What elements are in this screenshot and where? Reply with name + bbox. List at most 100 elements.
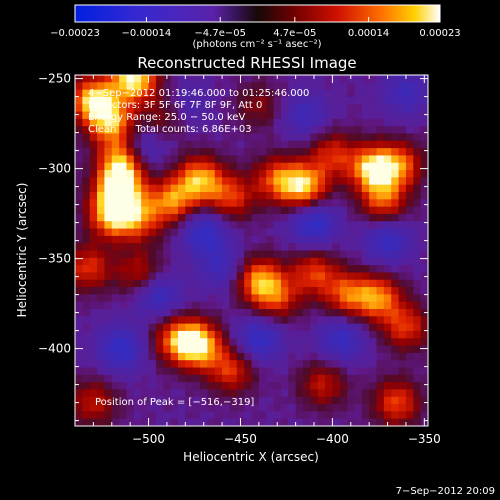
- heatmap-cell: [133, 82, 142, 91]
- heatmap-cell: [89, 250, 98, 259]
- heatmap-cell: [222, 221, 231, 230]
- heatmap-cell: [405, 294, 414, 303]
- heatmap-cell: [119, 418, 128, 426]
- heatmap-cell: [104, 374, 113, 383]
- heatmap-cell: [391, 265, 400, 274]
- heatmap-cell: [354, 294, 363, 303]
- heatmap-cell: [280, 192, 289, 200]
- heatmap-cell: [82, 140, 91, 149]
- heatmap-cell: [288, 104, 297, 113]
- heatmap-cell: [141, 228, 150, 237]
- heatmap-cell: [97, 389, 106, 398]
- heatmap-cell: [361, 411, 370, 420]
- heatmap-cell: [420, 257, 428, 266]
- heatmap-cell: [229, 199, 238, 208]
- heatmap-cell: [200, 374, 208, 383]
- heatmap-cell: [155, 287, 164, 295]
- heatmap-cell: [339, 374, 348, 383]
- heatmap-cell: [104, 396, 113, 405]
- heatmap-cell: [126, 404, 135, 412]
- heatmap-cell: [185, 294, 194, 303]
- heatmap-cell: [354, 265, 363, 274]
- heatmap-cell: [258, 287, 267, 295]
- heatmap-cell: [347, 155, 356, 164]
- heatmap-cell: [222, 148, 231, 157]
- heatmap-cell: [332, 345, 341, 354]
- heatmap-cell: [75, 104, 83, 113]
- heatmap-cell: [295, 316, 304, 325]
- heatmap-cell: [133, 104, 142, 113]
- heatmap-cell: [97, 309, 106, 317]
- heatmap-cell: [75, 316, 83, 325]
- heatmap-cell: [413, 228, 422, 237]
- heatmap-cell: [398, 418, 407, 426]
- heatmap-cell: [332, 404, 341, 412]
- heatmap-cell: [376, 265, 385, 274]
- heatmap-cell: [82, 184, 91, 193]
- heatmap-cell: [325, 279, 333, 288]
- heatmap-cell: [251, 396, 260, 405]
- heatmap-cell: [133, 352, 142, 361]
- heatmap-cell: [192, 418, 201, 426]
- heatmap-cell: [383, 323, 392, 332]
- heatmap-cell: [280, 111, 289, 120]
- heatmap-cell: [133, 301, 142, 310]
- heatmap-cell: [177, 148, 186, 157]
- heatmap-cell: [317, 301, 326, 310]
- heatmap-cell: [148, 126, 157, 135]
- heatmap-cell: [288, 411, 297, 420]
- heatmap-cell: [97, 177, 106, 186]
- heatmap-cell: [251, 389, 260, 398]
- heatmap-cell: [170, 382, 179, 391]
- heatmap-cell: [273, 228, 282, 237]
- heatmap-cell: [273, 345, 282, 354]
- heatmap-cell: [383, 389, 392, 398]
- heatmap-cell: [280, 382, 289, 391]
- heatmap-cell: [361, 360, 370, 369]
- heatmap-cell: [383, 294, 392, 303]
- heatmap-cell: [163, 82, 172, 91]
- heatmap-cell: [325, 162, 333, 171]
- heatmap-cell: [332, 140, 341, 149]
- heatmap-cell: [376, 75, 385, 83]
- heatmap-cell: [310, 309, 319, 317]
- heatmap-cell: [310, 265, 319, 274]
- heatmap-cell: [391, 287, 400, 295]
- heatmap-cell: [192, 301, 201, 310]
- heatmap-cell: [398, 213, 407, 222]
- heatmap-cell: [207, 82, 216, 91]
- heatmap-cell: [339, 192, 348, 200]
- heatmap-cell: [244, 404, 253, 412]
- heatmap-cell: [97, 250, 106, 259]
- heatmap-cell: [244, 411, 253, 420]
- heatmap-cell: [229, 82, 238, 91]
- heatmap-cell: [258, 75, 267, 83]
- heatmap-cell: [126, 389, 135, 398]
- heatmap-cell: [207, 382, 216, 391]
- heatmap-cell: [398, 367, 407, 376]
- heatmap-cell: [214, 243, 223, 252]
- heatmap-cell: [229, 213, 238, 222]
- heatmap-cell: [295, 177, 304, 186]
- heatmap-cell: [258, 177, 267, 186]
- heatmap-cell: [89, 221, 98, 230]
- heatmap-cell: [405, 309, 414, 317]
- heatmap-cell: [339, 411, 348, 420]
- heatmap-cell: [369, 89, 378, 98]
- heatmap-cell: [266, 272, 275, 281]
- heatmap-cell: [229, 118, 238, 127]
- heatmap-cell: [295, 96, 304, 105]
- heatmap-cell: [148, 133, 157, 142]
- heatmap-cell: [273, 330, 282, 339]
- heatmap-cell: [207, 418, 216, 426]
- heatmap-cell: [133, 199, 142, 208]
- heatmap-cell: [258, 235, 267, 244]
- heatmap-cell: [177, 279, 186, 288]
- heatmap-cell: [119, 104, 128, 113]
- heatmap-cell: [214, 287, 223, 295]
- heatmap-cell: [126, 170, 135, 178]
- heatmap-cell: [347, 133, 356, 142]
- heatmap-cell: [229, 367, 238, 376]
- heatmap-cell: [244, 96, 253, 105]
- heatmap-cell: [398, 243, 407, 252]
